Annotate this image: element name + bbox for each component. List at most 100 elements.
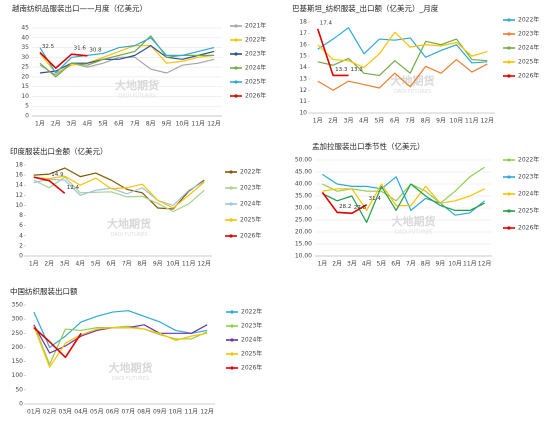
legend-label: 2026年 (518, 72, 539, 80)
x-tick-label: 9月 (436, 118, 446, 125)
y-tick-label: 11 (299, 98, 307, 105)
x-tick-label: 8月 (421, 118, 431, 125)
series-line (33, 327, 82, 359)
x-tick-label: 7月 (130, 121, 140, 128)
y-tick-label: 2 (19, 242, 23, 249)
x-tick-label: 3月 (344, 118, 354, 125)
legend-marker (507, 209, 511, 213)
chart-title: 印度服装出口金额（亿美元） (10, 146, 108, 156)
watermark-en: DADI FUTURES (110, 232, 147, 238)
series-line (322, 183, 485, 211)
watermark: 大地期货 (391, 74, 435, 88)
series-line (33, 176, 66, 194)
x-tick-label: 12月 (197, 261, 211, 268)
series-line (321, 191, 368, 215)
y-tick-label: 15.00 (295, 241, 312, 248)
legend-marker (234, 24, 238, 28)
legend-marker (507, 32, 511, 36)
series-line (33, 176, 205, 213)
x-tick-label: 5月 (98, 121, 108, 128)
y-tick-label: 300 (12, 316, 24, 323)
watermark-en: DADI FUTURES (395, 230, 432, 236)
watermark: 大地期货 (107, 217, 151, 231)
y-tick-label: 35 (21, 44, 29, 51)
data-label: 12.4 (67, 185, 80, 191)
x-tick-label: 9月 (153, 261, 163, 268)
series-line (39, 37, 215, 74)
y-tick-label: 12 (15, 192, 23, 199)
x-tick-label: 8月 (137, 261, 147, 268)
y-tick-label: 40 (21, 34, 29, 41)
x-tick-label: 8月 (146, 121, 156, 128)
x-tick-label: 12月 (200, 409, 214, 416)
data-label: 32.5 (42, 44, 55, 50)
x-tick-label: 2月 (328, 118, 338, 125)
y-tick-label: 16 (15, 172, 23, 179)
series-line (317, 31, 488, 69)
x-tick-label: 5月 (374, 118, 384, 125)
x-tick-label: 2月 (51, 121, 61, 128)
y-tick-label: 50 (15, 386, 23, 393)
legend-label: 2025年 (241, 350, 262, 358)
y-tick-label: 18 (299, 19, 307, 26)
series-line (33, 175, 205, 209)
y-tick-label: 45.00 (295, 169, 312, 176)
y-tick-label: 18 (15, 162, 23, 169)
legend-marker (507, 74, 511, 78)
legend-label: 2022年 (518, 16, 539, 24)
x-tick-label: 9月 (162, 121, 172, 128)
legend-marker (229, 186, 233, 190)
chart-title: 中国纺织服装出口额 (10, 286, 78, 296)
x-tick-label: 6月 (390, 118, 400, 125)
legend-label: 2024年 (518, 190, 539, 198)
legend-marker (229, 218, 233, 222)
legend-marker (507, 226, 511, 230)
legend-label: 2021年 (245, 22, 266, 30)
y-tick-label: 350 (12, 302, 24, 309)
legend-label: 2026年 (240, 232, 261, 240)
x-tick-label: 1月 (317, 261, 327, 268)
y-tick-label: 17 (299, 30, 307, 37)
legend-label: 2023年 (245, 50, 266, 58)
x-tick-label: 6月 (391, 261, 401, 268)
y-tick-label: 30 (21, 54, 29, 61)
legend-marker (234, 66, 238, 70)
y-tick-label: 12 (299, 87, 307, 94)
x-tick-label: 9月 (435, 261, 445, 268)
x-tick-label: 10月 (450, 118, 464, 125)
x-tick-label: 12月 (478, 261, 492, 268)
legend-marker (230, 310, 234, 314)
legend-label: 2022年 (518, 156, 539, 164)
x-tick-label: 11月 (182, 261, 196, 268)
x-tick-label: 5月 (376, 261, 386, 268)
watermark: 大地期货 (109, 361, 153, 375)
x-tick-label: 5月 (91, 261, 101, 268)
y-tick-label: 10 (21, 93, 29, 100)
data-label: 14.9 (51, 172, 64, 178)
x-tick-label: 1月 (313, 118, 323, 125)
chart-title: 巴基斯坦_纺织服装_出口额（亿美元）_月度 (292, 3, 439, 13)
series-line (322, 173, 486, 216)
data-label: 31.6 (74, 46, 87, 52)
series-line (317, 38, 488, 77)
legend-label: 2025年 (518, 58, 539, 66)
legend-label: 2023年 (241, 322, 262, 330)
y-tick-label: 16 (299, 41, 307, 48)
series-line (39, 51, 88, 69)
x-tick-label: 10月 (166, 261, 180, 268)
legend-marker (507, 46, 511, 50)
y-tick-label: 14 (15, 182, 23, 189)
legend-marker (229, 202, 233, 206)
y-tick-label: 30.00 (295, 205, 312, 212)
series-line (33, 325, 208, 368)
legend-marker (229, 234, 233, 238)
x-tick-label: 10月 (448, 261, 462, 268)
legend-marker (230, 352, 234, 356)
y-tick-label: 25 (21, 64, 29, 71)
y-tick-label: 35.00 (295, 193, 312, 200)
series-line (39, 45, 215, 74)
x-tick-label: 06月 (106, 409, 120, 416)
y-tick-label: 10 (299, 110, 307, 117)
x-tick-label: 11月 (465, 118, 479, 125)
